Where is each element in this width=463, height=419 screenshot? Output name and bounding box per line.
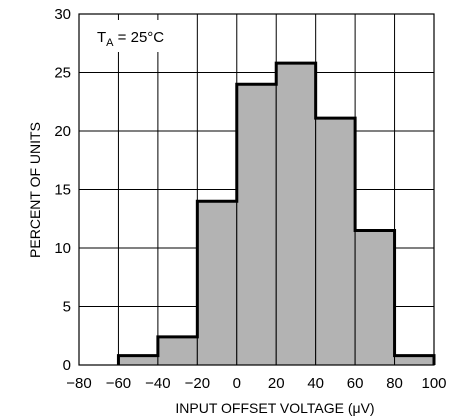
histogram-bar (315, 117, 356, 366)
y-tick-label: 15 (54, 182, 71, 199)
plot-frame (78, 13, 435, 366)
y-tick-label: 25 (54, 65, 71, 82)
histogram-outline (116, 61, 436, 365)
y-tick-label: 0 (63, 357, 71, 374)
x-tick-label: −40 (145, 375, 170, 392)
annotation-symbol: T (97, 29, 106, 46)
x-tick-label: 40 (307, 375, 324, 392)
x-axis-label: INPUT OFFSET VOLTAGE (μV) (175, 400, 374, 416)
x-tick-label: −20 (185, 375, 210, 392)
x-tick-label: 100 (421, 375, 446, 392)
histogram-bars (116, 61, 436, 366)
y-tick-labels: 0 5 10 15 20 25 30 (54, 6, 71, 374)
histogram-bar (354, 229, 396, 366)
x-tick-label: 20 (268, 375, 285, 392)
y-tick-label: 10 (54, 240, 71, 257)
annotation-value: = 25°C (114, 29, 165, 46)
x-tick-label: 60 (347, 375, 364, 392)
y-tick-label: 5 (63, 299, 71, 316)
y-tick-label: 30 (54, 6, 71, 23)
histogram-bar (275, 62, 317, 366)
y-tick-label: 20 (54, 123, 71, 140)
x-tick-label: −80 (66, 375, 91, 392)
annotation-subscript: A (106, 37, 114, 49)
x-tick-label: −60 (106, 375, 131, 392)
histogram-bar (236, 83, 277, 366)
x-tick-label: 0 (233, 375, 241, 392)
x-tick-labels: −80 −60 −40 −20 0 20 40 60 80 100 (66, 375, 446, 392)
y-axis-label: PERCENT OF UNITS (27, 122, 43, 258)
histogram-bar (157, 336, 198, 366)
temperature-annotation: TA = 25°C (92, 20, 192, 52)
histogram-bar (196, 200, 238, 366)
x-tick-label: 80 (386, 375, 403, 392)
svg-text:TA = 25°C: TA = 25°C (97, 29, 164, 49)
